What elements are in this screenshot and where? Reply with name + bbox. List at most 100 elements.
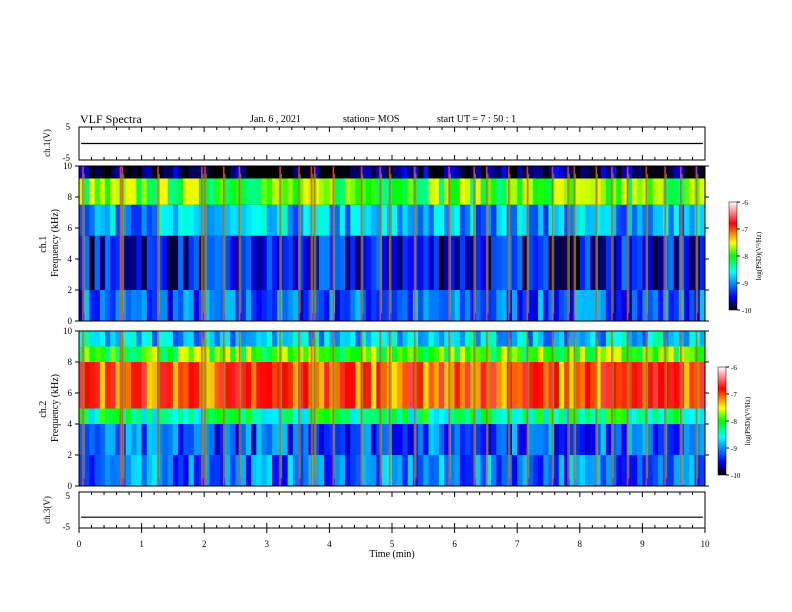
spectrogram-cell bbox=[642, 424, 648, 455]
spectrogram-cell bbox=[79, 178, 85, 205]
spectrogram-cell bbox=[527, 346, 534, 362]
spectrogram-cell bbox=[658, 408, 664, 424]
spectrogram-cell bbox=[605, 346, 612, 362]
spectrogram-cell bbox=[214, 290, 221, 321]
sferic-streak-edge bbox=[647, 338, 649, 479]
sferic-streak-edge bbox=[240, 173, 242, 314]
spectrogram-cell bbox=[402, 178, 408, 205]
spectrogram-cell bbox=[652, 166, 659, 179]
spectrogram-cell bbox=[172, 204, 179, 236]
spectrogram-cell bbox=[193, 362, 200, 409]
spectrogram-cell bbox=[266, 178, 273, 205]
spectrogram-cell bbox=[136, 290, 142, 321]
spectrogram-cell bbox=[355, 362, 361, 409]
spectrogram-cell bbox=[125, 331, 132, 347]
sferic-streak-edge bbox=[362, 338, 364, 479]
spectrogram-cell bbox=[407, 408, 414, 424]
spectrogram-cell bbox=[626, 455, 633, 486]
spectrogram-cell bbox=[172, 346, 179, 362]
y-tick-label: 8 bbox=[68, 357, 73, 367]
spectrogram-cell bbox=[266, 408, 273, 424]
spectrogram-cell bbox=[298, 204, 304, 236]
spectrogram-cell bbox=[230, 424, 236, 455]
spectrogram-cell bbox=[136, 331, 142, 347]
spectrogram-cell bbox=[105, 408, 111, 424]
x-tick-label: 3 bbox=[265, 539, 270, 549]
spectrogram-cell bbox=[392, 166, 398, 179]
spectrogram-cell bbox=[115, 290, 122, 321]
spectrogram-cell bbox=[193, 290, 200, 321]
ch2-colorbar-label: log(PSD)(V²/Hz) bbox=[744, 396, 752, 445]
spectrogram-cell bbox=[251, 424, 257, 455]
spectrogram-cell bbox=[167, 178, 174, 205]
spectrogram-cell bbox=[324, 166, 330, 179]
sferic-streak bbox=[526, 166, 529, 321]
spectrogram-cell bbox=[230, 204, 236, 236]
spectrogram-cell bbox=[131, 408, 137, 424]
spectrogram-cell bbox=[402, 346, 408, 362]
spectrogram-cell bbox=[444, 290, 450, 321]
spectrogram-cell bbox=[131, 424, 137, 455]
spectrogram-cell bbox=[423, 455, 429, 486]
spectrogram-cell bbox=[428, 455, 435, 486]
spectrogram-cell bbox=[444, 346, 450, 362]
sferic-streak-edge bbox=[628, 173, 630, 314]
spectrogram-cell bbox=[621, 235, 628, 290]
spectrogram-cell bbox=[125, 408, 132, 424]
y-tick-label: 4 bbox=[68, 254, 73, 264]
spectrogram-cell bbox=[652, 290, 659, 321]
spectrogram-cell bbox=[381, 290, 388, 321]
spectrogram-cell bbox=[298, 408, 304, 424]
sferic-streak-edge bbox=[697, 338, 699, 479]
sferic-streak bbox=[157, 166, 159, 321]
spectrogram-cell bbox=[647, 178, 654, 205]
spectrogram-cell bbox=[402, 331, 408, 347]
spectrogram-cell bbox=[444, 331, 450, 347]
spectrogram-cell bbox=[245, 204, 252, 236]
spectrogram-cell bbox=[365, 235, 372, 290]
spectrogram-cell bbox=[538, 178, 544, 205]
spectrogram-cell bbox=[642, 362, 648, 409]
spectrogram-cell bbox=[178, 235, 184, 290]
spectrogram-cell bbox=[496, 166, 502, 179]
spectrogram-cell bbox=[136, 455, 142, 486]
y-tick-label: 0 bbox=[68, 481, 73, 491]
spectrogram-cell bbox=[84, 166, 90, 179]
spectrogram-cell bbox=[193, 408, 200, 424]
spectrogram-cell bbox=[595, 290, 601, 321]
spectrogram-cell bbox=[209, 166, 215, 179]
spectrogram-cell bbox=[355, 424, 361, 455]
y-tick-label: 2 bbox=[68, 285, 73, 295]
spectrogram-cell bbox=[548, 331, 555, 347]
spectrogram-cell bbox=[611, 178, 617, 205]
spectrogram-cell bbox=[339, 408, 346, 424]
spectrogram-cell bbox=[204, 166, 210, 179]
spectrogram-cell bbox=[125, 346, 132, 362]
spectrogram-cell bbox=[110, 166, 116, 179]
spectrogram-cell bbox=[157, 362, 163, 409]
spectrogram-cell bbox=[501, 362, 508, 409]
spectrogram-cell bbox=[334, 455, 341, 486]
spectrogram-cell bbox=[318, 331, 325, 347]
spectrogram-cell bbox=[600, 346, 607, 362]
spectrogram-cell bbox=[131, 455, 137, 486]
spectrogram-cell bbox=[79, 346, 85, 362]
spectrogram-cell bbox=[621, 166, 628, 179]
spectrogram-cell bbox=[313, 204, 320, 236]
spectrogram-cell bbox=[616, 290, 622, 321]
spectrogram-cell bbox=[402, 204, 408, 236]
spectrogram-cell bbox=[303, 235, 309, 290]
spectrogram-cell bbox=[585, 331, 591, 347]
spectrogram-cell bbox=[496, 235, 502, 290]
spectrogram-cell bbox=[167, 408, 174, 424]
spectrogram-cell bbox=[532, 346, 539, 362]
sferic-streak bbox=[526, 331, 529, 486]
spectrogram-cell bbox=[631, 331, 638, 347]
spectrogram-cell bbox=[475, 346, 481, 362]
spectrogram-cell bbox=[172, 408, 179, 424]
spectrogram-cell bbox=[647, 424, 654, 455]
spectrogram-cell bbox=[647, 331, 654, 347]
spectrogram-cell bbox=[266, 362, 273, 409]
spectrogram-cell bbox=[470, 178, 476, 205]
spectrogram-cell bbox=[89, 331, 95, 347]
